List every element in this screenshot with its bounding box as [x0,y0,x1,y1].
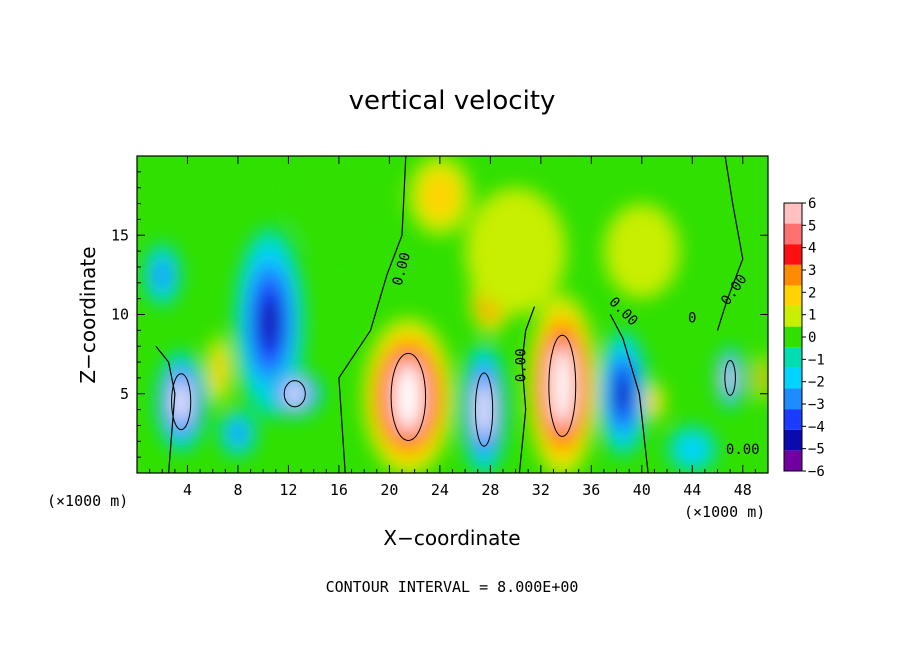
x-tick-label: 20 [380,481,398,499]
velocity-cell [603,203,680,299]
velocity-cell [288,156,390,252]
colorbar-label: −2 [808,375,825,391]
colorbar-swatch [784,388,802,410]
contour-label: 0 [688,310,696,326]
velocity-cell [234,227,305,418]
velocity-level [484,212,547,291]
colorbar-swatch [784,450,802,471]
contour-line [548,334,577,437]
colorbar-swatch [784,409,802,430]
velocity-cell [754,354,768,402]
velocity-cell [597,330,649,458]
x-tick-label: 24 [431,481,449,499]
y-tick-label: 15 [111,226,129,244]
y-axis-label: Z−coordinate [76,246,100,384]
x-tick-label: 12 [279,481,297,499]
contour-line [171,373,192,431]
colorbar-swatch [784,429,802,451]
colorbar-swatch [784,285,802,307]
contour-line [609,314,649,473]
colorbar-swatch [784,306,802,327]
x-tick-label: 16 [330,481,348,499]
colorbar-swatch [784,264,802,286]
y-tick-label: 5 [120,385,129,403]
colorbar-swatch [784,347,802,368]
colorbar-swatch [784,223,802,245]
contour-line [474,372,494,447]
x-tick-label: 36 [582,481,600,499]
colorbar-label: −4 [808,419,825,435]
velocity-core [550,344,574,428]
x-tick-label: 28 [481,481,499,499]
colorbar-label: 0 [808,330,816,346]
contour-label: 0.00 [726,442,760,458]
velocity-level [259,295,280,350]
contour-line [518,306,536,473]
velocity-cell [461,343,507,473]
x-tick-label: 4 [183,481,192,499]
velocity-core [173,378,190,425]
colorbar-label: 6 [808,196,816,212]
contour-line [724,359,736,396]
contour-line [155,345,176,473]
contour-label: 0.00 [514,348,530,382]
contour-line [283,380,306,408]
x-axis-label: X−coordinate [383,526,521,550]
y-tick-label: 10 [111,306,129,324]
colorbar-swatch [784,326,802,348]
velocity-level [211,348,227,392]
plot-area: 0.000.000.000.000.000 [137,156,768,473]
velocity-cell [667,425,718,473]
velocity-level [676,434,708,464]
velocity-cell [408,156,472,236]
x-tick-label: 32 [532,481,550,499]
velocity-level [420,171,460,221]
velocity-cell [644,382,665,421]
colorbar-label: −3 [808,397,825,413]
velocity-cell [266,369,323,418]
colorbar-label: −1 [808,352,825,368]
colorbar-label: 3 [808,263,816,279]
colorbar-label: 4 [808,241,816,257]
colorbar-label: 5 [808,218,816,234]
velocity-level [758,367,766,389]
colorbar-swatch [784,367,802,389]
velocity-core [285,383,304,405]
contour-line [716,156,744,331]
x-unit-label-right: (×1000 m) [684,503,766,521]
velocity-cell [465,187,567,315]
velocity-cell [143,243,182,307]
velocity-core [476,379,492,440]
velocity-level [649,393,659,411]
x-tick-label: 8 [233,481,242,499]
colorbar-label: −5 [808,442,825,458]
x-tick-label: 44 [683,481,701,499]
velocity-level [153,260,171,289]
contour-line [338,156,407,473]
colorbar-swatch [784,203,802,224]
chart-title: vertical velocity [348,86,556,116]
velocity-cell [219,409,257,458]
velocity-level [288,156,390,252]
colorbar-label: 1 [808,308,816,324]
colorbar-swatch [784,244,802,265]
contour-interval-note: CONTOUR INTERVAL = 8.000E+00 [325,578,579,596]
velocity-level [615,375,631,412]
velocity-cell [206,335,232,405]
velocity-cell [716,346,745,410]
colorbar-label: −6 [808,464,825,480]
velocity-cell [362,317,454,473]
x-unit-label-left: (×1000 m) [47,492,129,510]
velocity-cell [155,350,207,453]
x-tick-label: 40 [633,481,651,499]
velocity-level [229,422,247,444]
velocity-core [725,363,735,393]
velocity-level [603,203,680,299]
contour-line [390,352,427,442]
colorbar-label: 2 [808,285,816,301]
velocity-core [393,361,423,433]
velocity-cell [526,293,598,473]
x-tick-label: 48 [734,481,752,499]
